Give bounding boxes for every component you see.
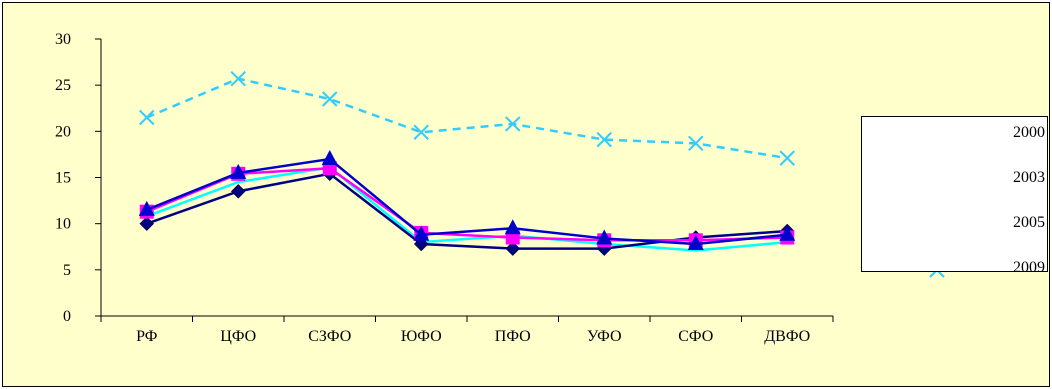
- data-point-2000-4: [505, 241, 521, 256]
- y-tick-label: 30: [55, 31, 71, 48]
- series-line-extra-0: [146, 166, 788, 252]
- legend-label-2003: 2003: [1013, 169, 1045, 186]
- y-tick-label: 5: [63, 262, 71, 279]
- data-point-2009-2: [322, 91, 338, 107]
- x-tick-label: СЗФО: [308, 328, 351, 345]
- data-point-2005-1: [230, 163, 247, 179]
- data-point-2005-7: [779, 225, 796, 241]
- y-tick-label: 0: [63, 308, 71, 325]
- data-point-2000-1: [230, 183, 246, 199]
- data-point-2005-2: [321, 150, 338, 166]
- data-point-2005-0: [138, 200, 155, 216]
- x-tick-label: ДВФО: [764, 328, 810, 345]
- data-point-2005-3: [413, 225, 430, 241]
- data-point-2009-6: [688, 135, 704, 152]
- legend-label-2009: 2009: [1013, 259, 1045, 276]
- data-point-2009-4: [505, 116, 521, 132]
- line-chart: 0 5 10 15 20 25 30 РФ ЦФО СЗФО ЮФО ПФО УФО СФО ДВФО: [55, 31, 1001, 345]
- y-tick-label: 25: [55, 77, 71, 94]
- y-tick-label: 20: [55, 123, 71, 140]
- x-tick-label: ПФО: [495, 328, 531, 345]
- y-tick-label: 15: [55, 170, 71, 187]
- data-point-2009-7: [779, 150, 795, 166]
- data-point-2005-5: [596, 229, 613, 245]
- series-line-2005: [146, 157, 788, 246]
- data-point-2009-0: [139, 109, 155, 126]
- x-tick-label: УФО: [587, 328, 622, 345]
- data-point-2005-6: [687, 234, 704, 250]
- data-point-2009-3: [413, 124, 429, 140]
- x-tick-label: СФО: [678, 328, 713, 345]
- data-point-2000-0: [139, 216, 155, 232]
- legend-label-2005: 2005: [1013, 214, 1045, 231]
- x-tick-label: ЦФО: [220, 328, 256, 345]
- x-tick-label: ЮФО: [401, 328, 442, 345]
- series-line-2009: [146, 77, 788, 160]
- data-point-2009-1: [230, 70, 246, 87]
- data-point-2009-5: [596, 131, 612, 148]
- data-point-2005-4: [504, 219, 521, 235]
- chart-legend: [861, 116, 1048, 272]
- y-tick-label: 10: [55, 216, 71, 233]
- legend-label-2000: 2000: [1013, 124, 1045, 141]
- series-line-2003: [146, 166, 788, 242]
- x-tick-label: РФ: [136, 328, 157, 345]
